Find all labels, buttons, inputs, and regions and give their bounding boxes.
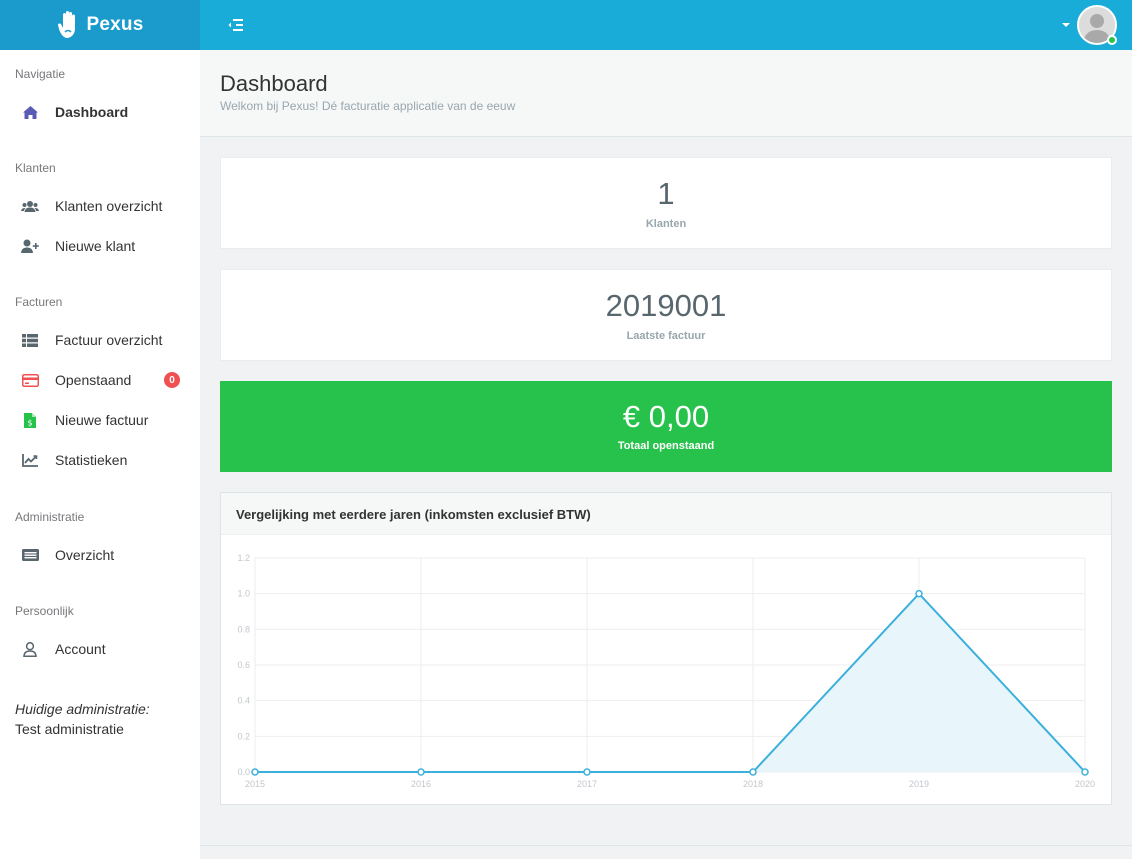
nav-heading-klanten: Klanten [15, 161, 56, 175]
x-tick-label: 2018 [743, 779, 763, 789]
sidebar-item-overzicht[interactable]: Overzicht [0, 535, 200, 575]
user-menu-caret-icon[interactable] [1062, 23, 1070, 27]
home-icon [21, 103, 39, 121]
online-status-dot [1107, 35, 1117, 45]
current-administration-label: Huidige administratie: [15, 701, 150, 717]
sidebar-item-factuur-overzicht[interactable]: Factuur overzicht [0, 320, 200, 360]
outstanding-stat-card: € 0,00 Totaal openstaand [220, 381, 1112, 472]
x-tick-label: 2019 [909, 779, 929, 789]
y-tick-label: 0.2 [237, 731, 250, 741]
x-tick-label: 2020 [1075, 779, 1095, 789]
nav-heading-navigatie: Navigatie [15, 67, 66, 81]
sidebar-item-label: Statistieken [55, 452, 128, 468]
customers-label: Klanten [645, 218, 687, 230]
id-card-icon [21, 546, 39, 564]
user-icon [21, 640, 39, 658]
sidebar-item-label: Openstaand [55, 372, 132, 388]
outstanding-amount: € 0,00 [622, 399, 710, 434]
brand-name: Pexus [86, 14, 144, 35]
series-line [255, 592, 1086, 773]
income-comparison-chart: 0.0 0.2 0.4 0.6 0.8 1.0 1.2 2015 2016 2017 2018 201… [237, 553, 1095, 789]
customers-stat-card: 1 Klanten [220, 157, 1112, 249]
sidebar: Navigatie Dashboard Klanten Klanten over… [0, 50, 200, 859]
x-tick-label: 2016 [411, 779, 431, 789]
sidebar-item-label: Nieuwe klant [55, 238, 136, 254]
credit-card-icon [21, 371, 39, 389]
sidebar-item-label: Klanten overzicht [55, 198, 163, 214]
sidebar-item-openstaand[interactable]: Openstaand 0 [0, 360, 200, 400]
current-administration-value: Test administratie [15, 721, 124, 737]
y-tick-label: 0.6 [237, 660, 250, 670]
sidebar-item-klanten-overzicht[interactable]: Klanten overzicht [0, 186, 200, 226]
page-title: Dashboard [220, 71, 328, 96]
y-tick-label: 1.0 [237, 589, 250, 599]
invoice-icon: $ [21, 411, 39, 429]
sidebar-item-nieuwe-klant[interactable]: Nieuwe klant [0, 226, 200, 266]
sidebar-item-nieuwe-factuur[interactable]: $ Nieuwe factuur [0, 400, 200, 440]
user-plus-icon [21, 237, 39, 255]
x-tick-label: 2017 [577, 779, 597, 789]
sidebar-item-label: Overzicht [55, 547, 115, 563]
chart-icon [21, 451, 39, 469]
data-point [915, 589, 923, 598]
list-icon [21, 331, 39, 349]
user-avatar-icon [1079, 7, 1115, 43]
series-area [255, 593, 1085, 772]
sidebar-toggle-icon[interactable] [228, 16, 246, 34]
last-invoice-label: Laatste factuur [626, 330, 706, 342]
hand-logo-icon [57, 11, 75, 38]
y-tick-label: 1.2 [237, 553, 250, 563]
users-icon [21, 197, 39, 215]
page-subtitle: Welkom bij Pexus! Dé facturatie applicat… [220, 99, 516, 113]
brand[interactable]: Pexus [0, 0, 200, 50]
data-point [417, 768, 425, 776]
last-invoice-stat-card: 2019001 Laatste factuur [220, 269, 1112, 361]
sidebar-item-statistieken[interactable]: Statistieken [0, 440, 200, 480]
data-point [251, 768, 259, 776]
data-point [749, 768, 757, 776]
nav-heading-administratie: Administratie [15, 510, 85, 524]
y-tick-label: 0.8 [237, 624, 250, 634]
sidebar-item-label: Factuur overzicht [55, 332, 163, 348]
top-navbar [200, 0, 1132, 50]
customers-count: 1 [657, 176, 675, 211]
data-point [583, 768, 591, 776]
nav-heading-facturen: Facturen [15, 295, 63, 309]
data-point [1081, 768, 1089, 776]
footer-divider [200, 845, 1132, 846]
outstanding-label: Totaal openstaand [617, 440, 715, 452]
page-header: Dashboard Welkom bij Pexus! Dé facturati… [200, 50, 1132, 137]
sidebar-item-label: Account [55, 641, 106, 657]
openstaand-count-badge: 0 [164, 372, 180, 388]
sidebar-item-dashboard[interactable]: Dashboard [0, 92, 200, 132]
comparison-chart-panel: Vergelijking met eerdere jaren (inkomste… [220, 492, 1112, 805]
y-tick-label: 0.0 [237, 767, 250, 777]
svg-text:$: $ [27, 418, 32, 427]
sidebar-item-label: Nieuwe factuur [55, 412, 149, 428]
last-invoice-number: 2019001 [605, 288, 727, 323]
nav-heading-persoonlijk: Persoonlijk [15, 604, 74, 618]
y-tick-label: 0.4 [237, 696, 250, 706]
x-tick-label: 2015 [245, 779, 265, 789]
chart-panel-title: Vergelijking met eerdere jaren (inkomste… [221, 493, 1111, 535]
sidebar-item-account[interactable]: Account [0, 629, 200, 669]
sidebar-item-label: Dashboard [55, 104, 129, 120]
avatar[interactable] [1077, 5, 1117, 45]
